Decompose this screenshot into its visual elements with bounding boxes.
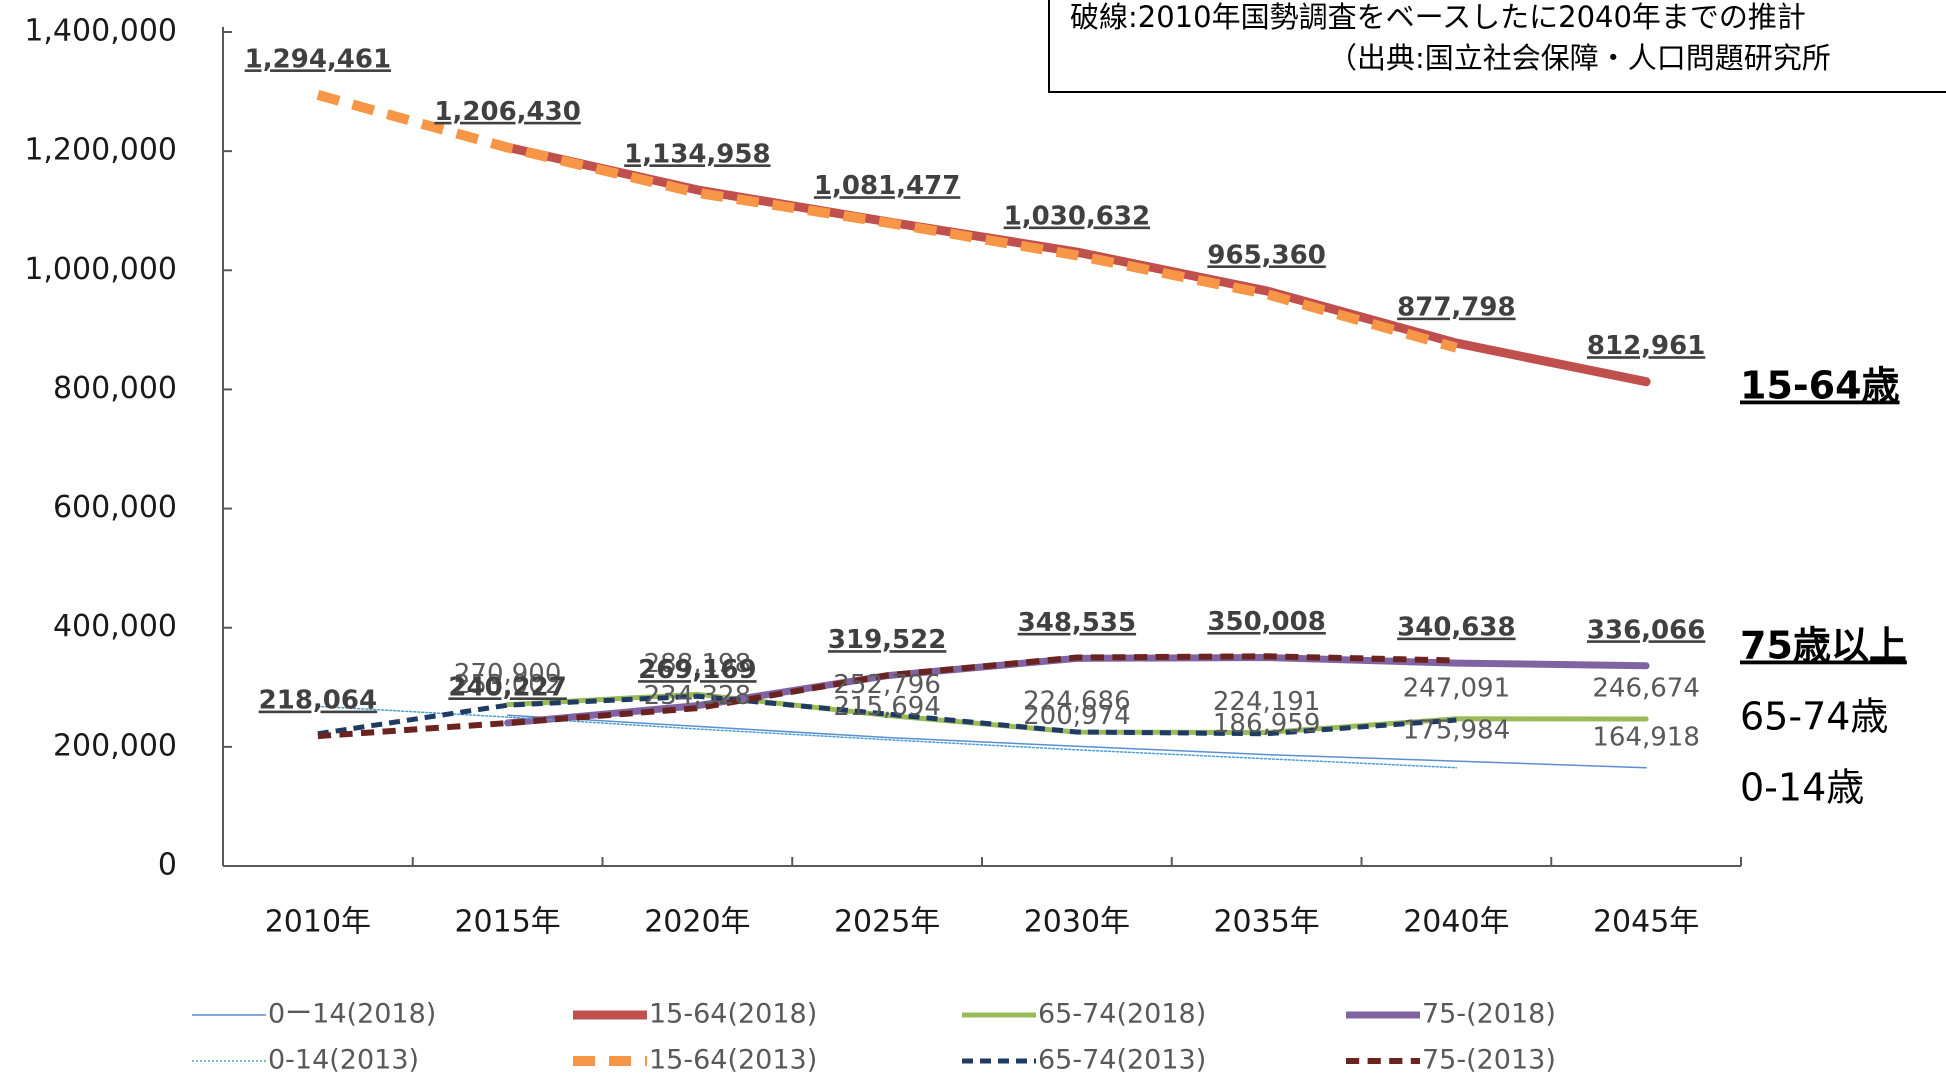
x-tick-label: 2040年 (1403, 905, 1509, 940)
value-label: 200,974 (1023, 701, 1131, 731)
legend-label: 75-(2013) (1422, 1045, 1556, 1076)
y-tick-label: 600,000 (53, 490, 177, 525)
legend-label: 0ー14(2018) (268, 999, 436, 1030)
value-label: 186,959 (1213, 709, 1321, 739)
y-tick-label: 400,000 (53, 609, 177, 644)
y-tick-label: 800,000 (53, 371, 177, 406)
value-label: 336,066 (1587, 615, 1705, 645)
x-tick-label: 2045年 (1593, 905, 1699, 940)
y-tick-label: 1,400,000 (24, 14, 177, 49)
value-label: 240,227 (448, 672, 566, 702)
value-label: 348,535 (1018, 608, 1136, 638)
value-label: 288,198 (644, 649, 752, 679)
value-label: 965,360 (1207, 240, 1325, 270)
y-tick-label: 0 (158, 848, 177, 883)
x-tick-label: 2025年 (834, 905, 940, 940)
value-label: 252,796 (833, 670, 941, 700)
value-label: 1,294,461 (245, 44, 391, 74)
value-label: 269,169 (638, 655, 756, 685)
value-label: 218,064 (259, 686, 377, 716)
side-label: 75歳以上 (1740, 624, 1907, 668)
value-label: 340,638 (1397, 613, 1515, 643)
series-line (317, 705, 1458, 769)
side-label: 15-64歳 (1740, 364, 1900, 408)
x-tick-label: 2020年 (644, 905, 750, 940)
y-tick-label: 1,200,000 (24, 133, 177, 168)
series-line (316, 90, 1458, 353)
value-label: 246,674 (1592, 674, 1700, 704)
y-tick-label: 200,000 (53, 728, 177, 763)
value-label: 812,961 (1587, 331, 1705, 361)
value-label: 224,191 (1213, 687, 1321, 717)
value-label: 1,206,430 (434, 97, 580, 127)
series-line (506, 714, 1647, 769)
series-line (503, 142, 1651, 387)
legend-label: 65-74(2013) (1038, 1045, 1206, 1076)
x-tick-label: 2030年 (1024, 905, 1130, 940)
side-label: 65-74歳 (1740, 695, 1888, 739)
value-label: 1,030,632 (1004, 202, 1150, 232)
value-label: 1,134,958 (624, 139, 770, 169)
value-label: 247,091 (1403, 673, 1511, 703)
value-label: 270,900 (454, 659, 562, 689)
side-label: 0-14歳 (1740, 766, 1864, 810)
value-label: 877,798 (1397, 293, 1515, 323)
value-label: 224,686 (1023, 687, 1131, 717)
value-label: 253,002 (454, 670, 562, 700)
legend-label: 15-64(2018) (649, 999, 817, 1030)
value-label: 1,081,477 (814, 171, 960, 201)
value-label: 234,328 (644, 681, 752, 711)
annotation: 破線:2010年国勢調査をベースしたに2040年までの推計 (1070, 0, 1806, 34)
value-label: 215,694 (833, 692, 941, 722)
x-tick-label: 2010年 (265, 905, 371, 940)
legend-label: 0-14(2013) (268, 1045, 419, 1076)
legend-label: 75-(2018) (1422, 999, 1556, 1030)
value-label: 164,918 (1592, 722, 1700, 752)
y-tick-label: 1,000,000 (24, 252, 177, 287)
x-tick-label: 2035年 (1213, 905, 1319, 940)
value-label: 319,522 (828, 625, 946, 655)
legend-label: 15-64(2013) (649, 1045, 817, 1076)
annotation-box (1048, 0, 1946, 93)
value-label: 350,008 (1207, 607, 1325, 637)
series-line (317, 653, 1457, 740)
annotation: （出典:国立社会保障・人口問題研究所 (1328, 41, 1831, 75)
legend-label: 65-74(2018) (1038, 999, 1206, 1030)
value-label: 175,984 (1403, 716, 1511, 746)
x-tick-label: 2015年 (454, 905, 560, 940)
